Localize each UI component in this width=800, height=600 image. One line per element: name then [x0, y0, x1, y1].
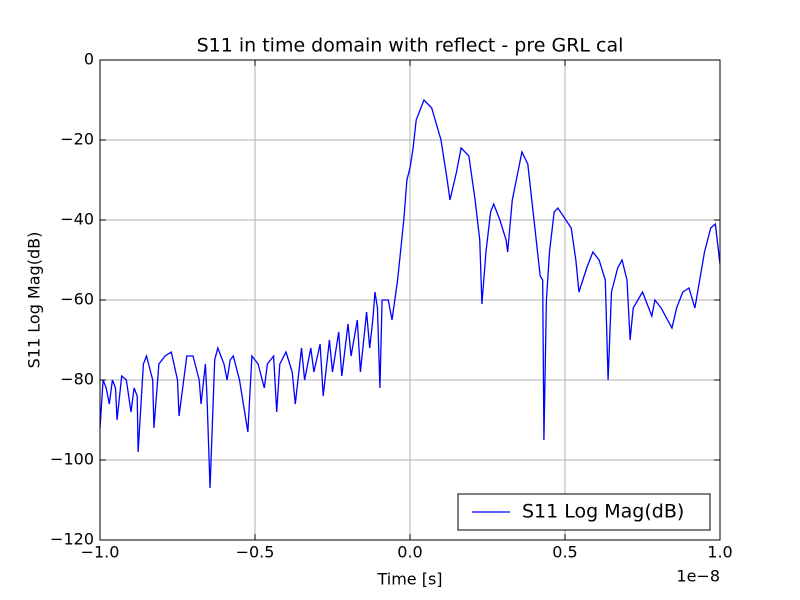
chart-title: S11 in time domain with reflect - pre GR… — [197, 35, 624, 57]
y-axis-label: S11 Log Mag(dB) — [25, 232, 44, 369]
y-tick-label: −80 — [60, 370, 94, 389]
plot-frame — [99, 59, 721, 541]
x-tick-label: −1.0 — [81, 543, 120, 562]
x-tick-label: 0.0 — [397, 543, 422, 562]
y-tick-label: 0 — [84, 50, 94, 69]
legend-label: S11 Log Mag(dB) — [522, 501, 684, 523]
legend: S11 Log Mag(dB) — [457, 493, 711, 531]
y-tick-label: −100 — [50, 450, 94, 469]
y-tick-label: −40 — [60, 210, 94, 229]
x-tick-label: 0.5 — [552, 543, 577, 562]
x-offset-label: 1e−8 — [676, 567, 720, 586]
y-tick-label: −20 — [60, 130, 94, 149]
y-tick-label: −60 — [60, 290, 94, 309]
x-tick-label: −0.5 — [236, 543, 275, 562]
x-tick-label: 1.0 — [707, 543, 732, 562]
x-axis-label: Time [s] — [376, 570, 442, 589]
data-line — [99, 98, 721, 489]
y-tick-label: −120 — [50, 530, 94, 549]
